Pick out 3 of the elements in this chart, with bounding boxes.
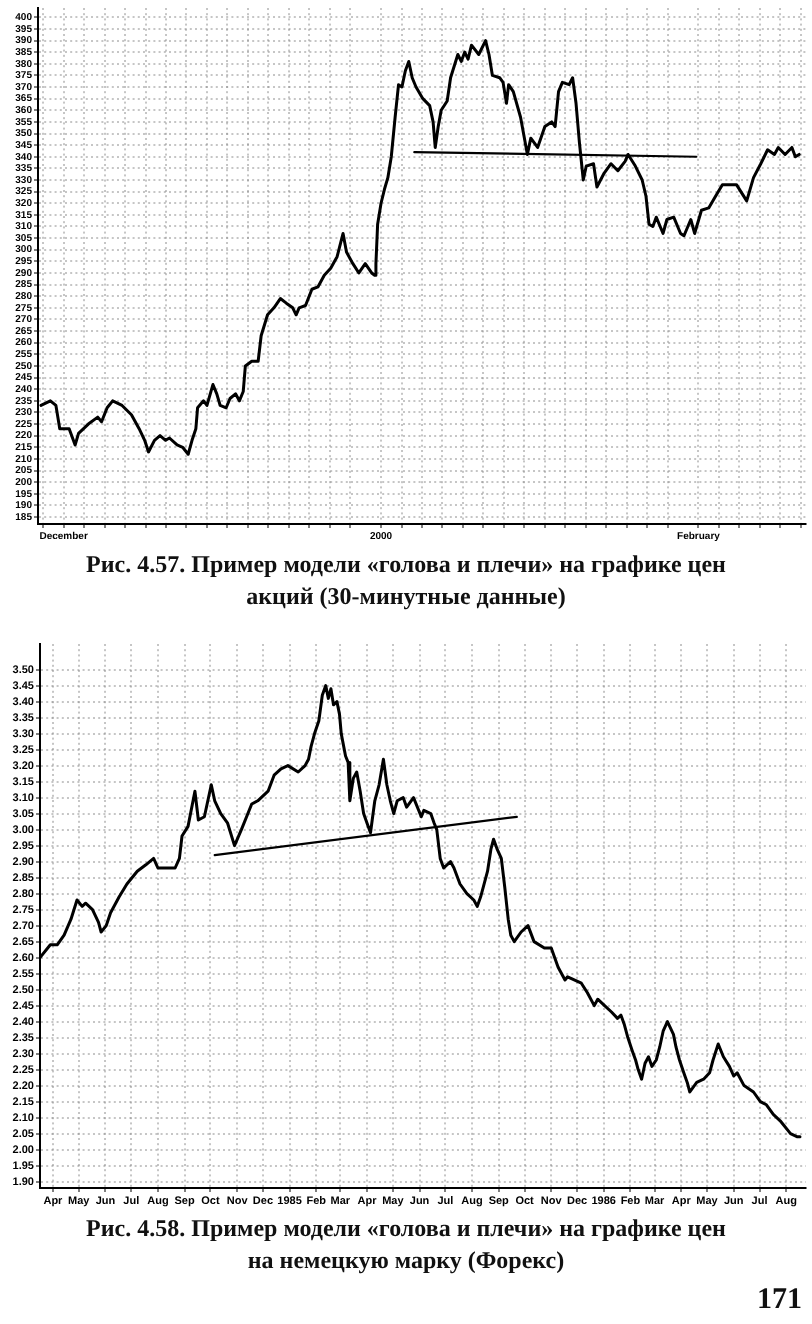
text: Рис. 4.58. Пример модели «голова и плечи» на графике цен на немецкую марку (Форекс) <box>84 1212 728 1276</box>
text: 171 <box>757 1284 802 1318</box>
text: Рис. 4.57. Пример модели «голова и плечи» на графике цен акций (30-минутные данные) <box>84 548 728 612</box>
